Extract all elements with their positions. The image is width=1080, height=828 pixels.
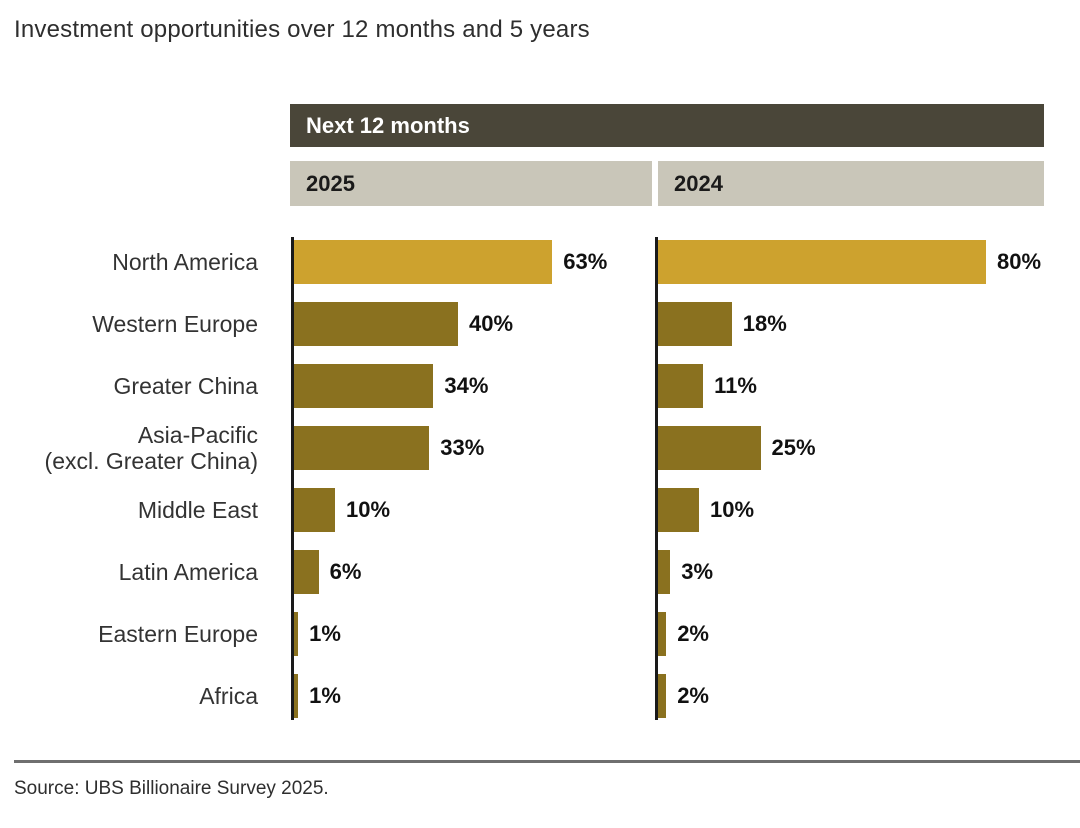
value-label-2024-middle-east: 10%: [710, 497, 755, 522]
group-header-label: Next 12 months: [306, 112, 470, 138]
bar-2025-africa: [294, 674, 299, 718]
value-label-2025-eastern-europe: 1%: [309, 621, 341, 646]
value-label-2025-middle-east: 10%: [346, 497, 391, 522]
value-label-2025-africa: 1%: [309, 683, 341, 708]
bar-2024-middle-east: [658, 488, 699, 532]
value-label-2024-greater-china: 11%: [714, 373, 757, 398]
bar-2024-asia-pacific-excl-greater-china: [658, 426, 761, 470]
column-header-2024: 2024: [658, 161, 1044, 206]
axis-line-2025: [291, 237, 294, 720]
axis-line-2024: [655, 237, 658, 720]
bar-2025-middle-east: [294, 488, 335, 532]
column-header-2025: 2025: [290, 161, 652, 206]
value-label-2024-eastern-europe: 2%: [677, 621, 709, 646]
value-label-2025-latin-america: 6%: [329, 559, 362, 584]
group-header-band: Next 12 months: [290, 104, 1044, 147]
source-note: Source: UBS Billionaire Survey 2025.: [14, 778, 329, 799]
value-label-2025-north-america: 63%: [563, 249, 608, 274]
bar-2024-latin-america: [658, 550, 671, 594]
bar-2025-greater-china: [294, 364, 434, 408]
bar-2024-north-america: [658, 240, 986, 284]
column-header-2025-label: 2025: [306, 170, 355, 196]
category-label-africa: Africa: [199, 682, 258, 709]
value-label-2024-western-europe: 18%: [742, 311, 787, 336]
bar-2024-greater-china: [658, 364, 704, 408]
bar-2024-africa: [658, 674, 667, 718]
value-label-2024-asia-pacific-excl-greater-china: 25%: [771, 435, 816, 460]
category-label-asia-pacific-excl-greater-china: Asia-Pacific (excl. Greater China): [44, 421, 258, 474]
value-label-2025-western-europe: 40%: [469, 311, 514, 336]
category-label-north-america: North America: [112, 248, 258, 275]
chart-title: Investment opportunities over 12 months …: [14, 16, 590, 43]
category-label-latin-america: Latin America: [118, 558, 258, 585]
bar-2025-western-europe: [294, 302, 458, 346]
value-label-2024-africa: 2%: [677, 683, 709, 708]
value-label-2024-latin-america: 3%: [681, 559, 714, 584]
bar-2025-latin-america: [294, 550, 319, 594]
bar-2024-eastern-europe: [658, 612, 667, 656]
footer-divider: [14, 760, 1080, 763]
bar-2024-western-europe: [658, 302, 732, 346]
column-header-2024-label: 2024: [674, 170, 723, 196]
value-label-2025-asia-pacific-excl-greater-china: 33%: [440, 435, 485, 460]
value-label-2024-north-america: 80%: [997, 249, 1042, 274]
bar-2025-eastern-europe: [294, 612, 299, 656]
category-label-eastern-europe: Eastern Europe: [98, 620, 258, 647]
bar-2025-asia-pacific-excl-greater-china: [294, 426, 430, 470]
category-label-greater-china: Greater China: [113, 372, 258, 399]
category-label-middle-east: Middle East: [137, 496, 258, 523]
category-label-western-europe: Western Europe: [92, 310, 258, 337]
bar-2025-north-america: [294, 240, 553, 284]
value-label-2025-greater-china: 34%: [444, 373, 489, 398]
